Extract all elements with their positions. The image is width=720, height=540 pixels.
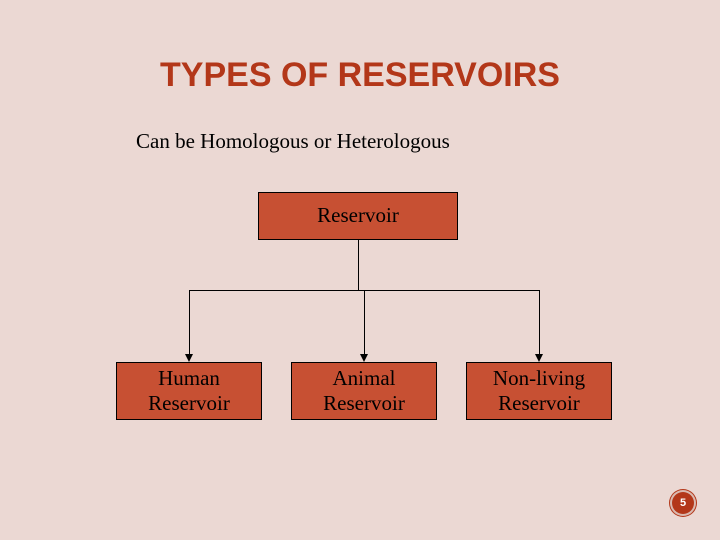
child-node-2: Non-living Reservoir: [466, 362, 612, 420]
arrow-down-icon: [185, 354, 193, 362]
page-number-badge: 5: [672, 492, 694, 514]
connector-vline: [539, 290, 540, 356]
connector-vline: [364, 290, 365, 356]
child-node-1: Animal Reservoir: [291, 362, 437, 420]
slide-subtitle: Can be Homologous or Heterologous: [136, 129, 450, 154]
arrow-down-icon: [535, 354, 543, 362]
connector-vline: [358, 240, 359, 290]
slide-title: TYPES OF RESERVOIRS: [0, 56, 720, 95]
root-node-reservoir: Reservoir: [258, 192, 458, 240]
page-number: 5: [680, 497, 686, 509]
child-node-0: Human Reservoir: [116, 362, 262, 420]
arrow-down-icon: [360, 354, 368, 362]
slide: TYPES OF RESERVOIRS Can be Homologous or…: [0, 0, 720, 540]
connector-vline: [189, 290, 190, 356]
